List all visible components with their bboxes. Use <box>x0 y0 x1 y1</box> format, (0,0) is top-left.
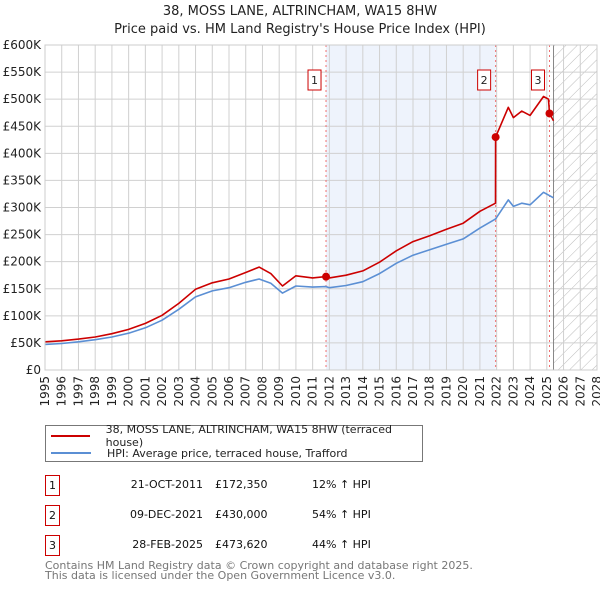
legend-swatch-hpi <box>51 452 91 454</box>
sale-number-badge: 1 <box>45 475 60 496</box>
x-tick-label: 1995 <box>38 376 52 407</box>
x-tick-label: 2000 <box>122 376 136 407</box>
sale-point <box>545 109 554 118</box>
y-tick-label: £600K <box>3 38 43 52</box>
sale-label-number: 3 <box>534 74 541 87</box>
legend-label-hpi: HPI: Average price, terraced house, Traf… <box>107 446 348 460</box>
sale-number-badge: 2 <box>45 505 60 526</box>
x-tick-label: 2023 <box>506 376 520 407</box>
x-tick-label: 1998 <box>88 376 102 407</box>
x-tick-label: 2016 <box>389 376 403 407</box>
x-tick-label: 1996 <box>55 376 69 407</box>
legend-item-property: 38, MOSS LANE, ALTRINCHAM, WA15 8HW (ter… <box>46 423 422 449</box>
sale-point <box>322 272 331 281</box>
sale-label-number: 2 <box>481 74 488 87</box>
sale-number-badge: 3 <box>45 535 60 556</box>
x-tick-label: 2020 <box>456 376 470 407</box>
y-tick-label: £100K <box>3 309 43 323</box>
footer-licence: This data is licensed under the Open Gov… <box>45 569 396 582</box>
sale-label-box <box>307 69 322 91</box>
x-tick-label: 2012 <box>322 376 336 407</box>
x-tick-label: 1997 <box>71 376 85 407</box>
y-tick-label: £50K <box>10 336 42 350</box>
x-tick-label: 2019 <box>439 376 453 407</box>
footer-copyright: Contains HM Land Registry data © Crown c… <box>45 559 473 572</box>
sale-label-number: 1 <box>311 74 318 87</box>
x-tick-label: 2007 <box>239 376 253 407</box>
sale-hpi-change: 12% ↑ HPI <box>312 478 371 491</box>
y-tick-label: £300K <box>3 201 43 215</box>
sale-price: £473,620 <box>215 538 268 551</box>
sale-hpi-change: 54% ↑ HPI <box>312 508 371 521</box>
x-tick-label: 2010 <box>289 376 303 407</box>
sale-price: £430,000 <box>215 508 268 521</box>
chart-subtitle: Price paid vs. HM Land Registry's House … <box>114 22 486 37</box>
sale-label-box <box>530 69 545 91</box>
legend: 38, MOSS LANE, ALTRINCHAM, WA15 8HW (ter… <box>45 423 423 462</box>
x-tick-label: 2022 <box>490 376 504 407</box>
x-tick-label: 2024 <box>523 376 537 407</box>
legend-item-hpi: HPI: Average price, terraced house, Traf… <box>46 445 348 461</box>
plot-area: £0 £50K £100K £150K £200K £250K £300K £350K £400… <box>3 38 600 407</box>
sale-date: 09-DEC-2021 <box>129 508 203 521</box>
hpi-line <box>44 191 554 346</box>
sale-date: 28-FEB-2025 <box>132 538 203 551</box>
x-tick-label: 2008 <box>255 376 269 407</box>
x-tick-label: 2002 <box>155 376 169 407</box>
x-tick-label: 2004 <box>189 376 203 407</box>
x-tick-label: 2003 <box>172 376 186 407</box>
chart-title: 38, MOSS LANE, ALTRINCHAM, WA15 8HW <box>162 4 438 19</box>
y-tick-label: £350K <box>3 173 43 187</box>
x-tick-label: 1999 <box>105 376 119 407</box>
x-tick-label: 2009 <box>272 376 286 407</box>
y-tick-label: £150K <box>3 282 43 296</box>
legend-label-property: 38, MOSS LANE, ALTRINCHAM, WA15 8HW (ter… <box>105 423 392 449</box>
y-tick-label: £500K <box>3 92 43 106</box>
plot-border <box>44 44 598 371</box>
sale-date: 21-OCT-2011 <box>130 478 203 491</box>
x-tick-label: 2026 <box>557 376 571 407</box>
x-tick-label: 2005 <box>205 376 219 407</box>
sale-hpi-change: 44% ↑ HPI <box>312 538 371 551</box>
x-tick-label: 2014 <box>356 376 370 407</box>
x-tick-label: 2011 <box>306 376 320 407</box>
x-tick-label: 2027 <box>573 376 587 407</box>
sale-label-box <box>477 69 492 91</box>
sale-point <box>491 133 500 142</box>
y-tick-label: £550K <box>3 65 43 79</box>
x-tick-label: 2025 <box>540 376 554 407</box>
y-tick-label: £0 <box>26 363 41 377</box>
x-tick-label: 2028 <box>590 376 600 407</box>
x-tick-label: 2006 <box>222 376 236 407</box>
x-tick-label: 2015 <box>373 376 387 407</box>
x-tick-label: 2018 <box>423 376 437 407</box>
x-tick-label: 2001 <box>138 376 152 407</box>
y-tick-label: £400K <box>3 146 43 160</box>
y-tick-label: £200K <box>3 255 43 269</box>
x-tick-label: 2013 <box>339 376 353 407</box>
x-tick-label: 2017 <box>406 376 420 407</box>
x-tick-label: 2021 <box>473 376 487 407</box>
y-tick-label: £250K <box>3 228 43 242</box>
legend-swatch-property <box>51 435 90 437</box>
y-tick-label: £450K <box>3 119 43 133</box>
sale-price: £172,350 <box>215 478 268 491</box>
